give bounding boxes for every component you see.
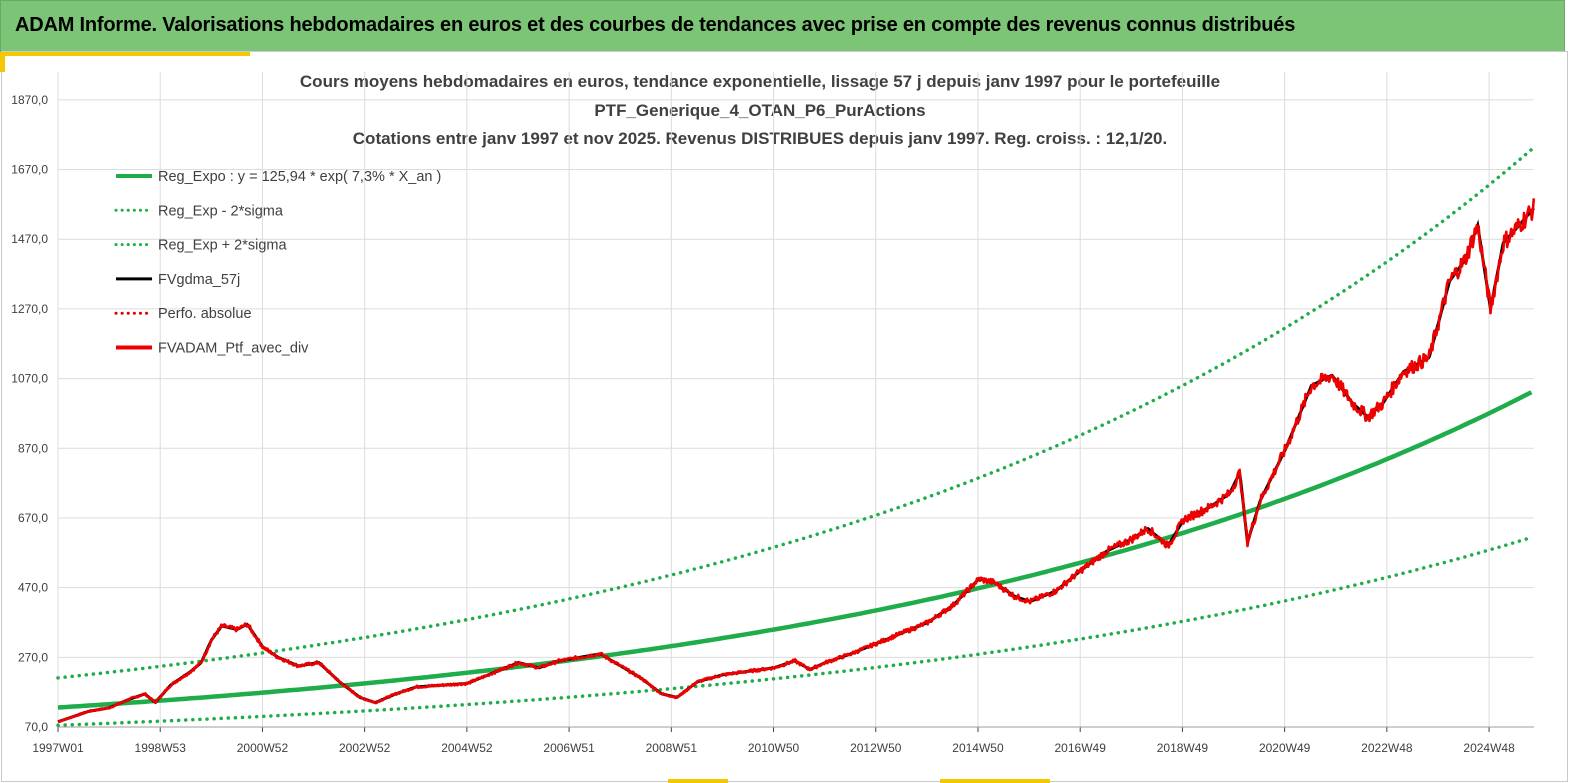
x-tick-label: 2004W52 (441, 741, 493, 755)
fvadam-ptf-avec-div-line (57, 198, 1536, 724)
reg-expo-line (57, 390, 1533, 710)
series-layer (56, 147, 1536, 728)
y-tick-label: 1670,0 (11, 163, 48, 177)
chart-title-line-1: Cours moyens hebdomadaires en euros, ten… (299, 72, 1221, 91)
accent-bar-bottom (668, 779, 728, 783)
x-tick-label: 2014W50 (952, 741, 1004, 755)
x-tick-label: 2002W52 (339, 741, 391, 755)
chart-title-line-2: PTF_Generique_4_OTAN_P6_PurActions (594, 101, 926, 120)
accent-bar-top (5, 52, 250, 56)
legend-label: FVADAM_Ptf_avec_div (158, 341, 309, 357)
report-banner: ADAM Informe. Valorisations hebdomadaire… (0, 0, 1565, 52)
accent-bar-left (0, 52, 5, 72)
x-tick-label: 2012W50 (850, 741, 902, 755)
accent-bar-bottom (940, 779, 1050, 783)
legend-label: Perfo. absolue (158, 306, 252, 322)
axes: 70,0 270,0 470,0 670,0 870,0 1070,0 1270,0 1470… (11, 93, 1534, 755)
x-tick-label: 2020W49 (1259, 741, 1311, 755)
x-tick-label: 2018W49 (1157, 741, 1209, 755)
x-tick-label: 2000W52 (237, 741, 289, 755)
legend: Reg_Expo : y = 125,94 * exp( 7,3% * X_an… (114, 169, 441, 357)
x-tick-label: 2024W48 (1463, 741, 1515, 755)
legend-label: Reg_Exp - 2*sigma (158, 203, 284, 219)
x-tick-label: 2016W49 (1055, 741, 1107, 755)
x-tick-label: 1998W53 (135, 741, 187, 755)
y-tick-label: 1470,0 (11, 232, 48, 246)
reg-exp-plus-2sigma-line (56, 147, 1534, 680)
y-tick-label: 1270,0 (11, 302, 48, 316)
y-tick-label: 870,0 (18, 441, 48, 455)
y-tick-label: 1870,0 (11, 93, 48, 107)
x-tick-label: 2006W51 (543, 741, 595, 755)
fvgdma-57j-line (57, 207, 1535, 724)
legend-label: Reg_Exp + 2*sigma (158, 238, 287, 254)
y-tick-label: 670,0 (18, 511, 48, 525)
chart-title-line-3: Cotations entre janv 1997 et nov 2025. R… (352, 129, 1168, 148)
y-tick-label: 270,0 (18, 650, 48, 664)
y-tick-label: 470,0 (18, 581, 48, 595)
x-tick-label: 2008W51 (646, 741, 698, 755)
legend-label: FVgdma_57j (158, 272, 240, 288)
x-tick-label: 2010W50 (748, 741, 800, 755)
x-tick-label: 1997W01 (32, 741, 84, 755)
reg-exp-minus-2sigma-line (56, 535, 1534, 728)
legend-label: Reg_Expo : y = 125,94 * exp( 7,3% * X_an… (158, 169, 441, 185)
y-tick-label: 70,0 (25, 720, 49, 734)
report-title: ADAM Informe. Valorisations hebdomadaire… (15, 14, 1296, 36)
y-tick-label: 1070,0 (11, 372, 48, 386)
x-tick-label: 2022W48 (1361, 741, 1413, 755)
